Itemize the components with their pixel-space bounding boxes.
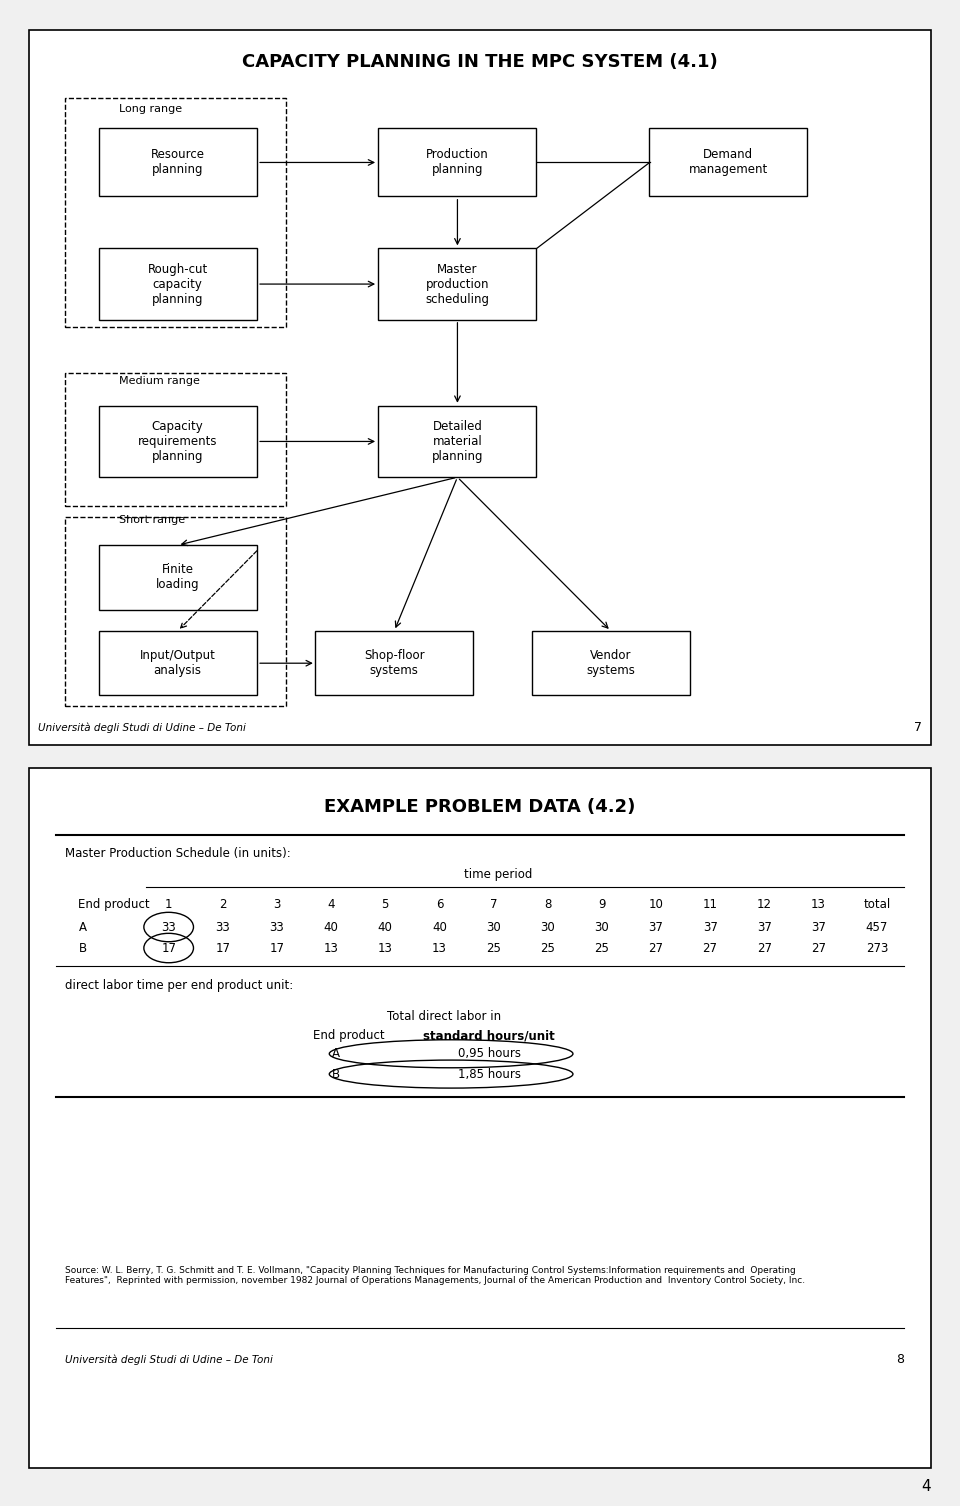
Text: 33: 33 <box>215 920 230 934</box>
Text: CAPACITY PLANNING IN THE MPC SYSTEM (4.1): CAPACITY PLANNING IN THE MPC SYSTEM (4.1… <box>242 53 718 71</box>
Text: 40: 40 <box>324 920 339 934</box>
Text: 33: 33 <box>270 920 284 934</box>
Text: 12: 12 <box>756 898 772 911</box>
FancyBboxPatch shape <box>378 405 537 477</box>
Text: Source: W. L. Berry, T. G. Schmitt and T. E. Vollmann, "Capacity Planning Techni: Source: W. L. Berry, T. G. Schmitt and T… <box>65 1267 805 1286</box>
FancyBboxPatch shape <box>378 248 537 319</box>
Text: 9: 9 <box>598 898 606 911</box>
FancyBboxPatch shape <box>29 30 931 745</box>
Text: 37: 37 <box>756 920 772 934</box>
Text: 25: 25 <box>540 941 555 955</box>
Text: 1,85 hours: 1,85 hours <box>458 1068 520 1081</box>
Text: Production
planning: Production planning <box>426 149 489 176</box>
Text: Detailed
material
planning: Detailed material planning <box>432 420 483 462</box>
Text: 273: 273 <box>866 941 888 955</box>
Text: 17: 17 <box>270 941 284 955</box>
Text: 2: 2 <box>219 898 227 911</box>
Text: Università degli Studi di Udine – De Toni: Università degli Studi di Udine – De Ton… <box>37 723 246 733</box>
Text: 27: 27 <box>648 941 663 955</box>
Text: direct labor time per end product unit:: direct labor time per end product unit: <box>65 979 293 991</box>
Text: 40: 40 <box>378 920 393 934</box>
Text: 6: 6 <box>436 898 444 911</box>
Text: 37: 37 <box>811 920 826 934</box>
Text: 37: 37 <box>703 920 717 934</box>
Text: Total direct labor in: Total direct labor in <box>387 1011 501 1023</box>
Text: Demand
management: Demand management <box>688 149 768 176</box>
Text: 17: 17 <box>161 941 177 955</box>
FancyBboxPatch shape <box>29 768 931 1468</box>
Text: A: A <box>79 920 86 934</box>
Text: 13: 13 <box>378 941 393 955</box>
Text: 4: 4 <box>327 898 335 911</box>
Text: 30: 30 <box>540 920 555 934</box>
Text: 5: 5 <box>381 898 389 911</box>
Text: Capacity
requirements
planning: Capacity requirements planning <box>138 420 218 462</box>
Text: 40: 40 <box>432 920 446 934</box>
Text: 27: 27 <box>756 941 772 955</box>
Text: 33: 33 <box>161 920 176 934</box>
Text: 30: 30 <box>486 920 501 934</box>
Text: 7: 7 <box>490 898 497 911</box>
Text: 25: 25 <box>486 941 501 955</box>
Text: Medium range: Medium range <box>119 375 200 386</box>
Text: 17: 17 <box>215 941 230 955</box>
Text: 3: 3 <box>274 898 280 911</box>
Text: Master
production
scheduling: Master production scheduling <box>425 262 490 306</box>
Text: End product: End product <box>313 1029 385 1042</box>
FancyBboxPatch shape <box>99 631 256 696</box>
Text: 10: 10 <box>649 898 663 911</box>
FancyBboxPatch shape <box>532 631 690 696</box>
Text: 4: 4 <box>922 1479 931 1494</box>
FancyBboxPatch shape <box>649 128 807 196</box>
Text: 13: 13 <box>432 941 446 955</box>
Text: 8: 8 <box>896 1354 904 1366</box>
Text: 30: 30 <box>594 920 610 934</box>
FancyBboxPatch shape <box>99 128 256 196</box>
Text: 0,95 hours: 0,95 hours <box>458 1047 520 1060</box>
Text: Vendor
systems: Vendor systems <box>587 649 636 678</box>
Text: 7: 7 <box>914 721 923 733</box>
FancyBboxPatch shape <box>99 405 256 477</box>
Text: standard hours/unit: standard hours/unit <box>423 1029 555 1042</box>
Text: total: total <box>863 898 891 911</box>
FancyBboxPatch shape <box>99 248 256 319</box>
Text: 27: 27 <box>703 941 718 955</box>
Text: Resource
planning: Resource planning <box>151 149 204 176</box>
Text: Finite
loading: Finite loading <box>156 563 200 592</box>
Text: Master Production Schedule (in units):: Master Production Schedule (in units): <box>65 846 291 860</box>
Text: 1: 1 <box>165 898 173 911</box>
Text: 25: 25 <box>594 941 610 955</box>
FancyBboxPatch shape <box>99 545 256 610</box>
Text: Short range: Short range <box>119 515 185 526</box>
Text: 13: 13 <box>324 941 339 955</box>
Text: Rough-cut
capacity
planning: Rough-cut capacity planning <box>148 262 207 306</box>
Text: EXAMPLE PROBLEM DATA (4.2): EXAMPLE PROBLEM DATA (4.2) <box>324 798 636 816</box>
FancyBboxPatch shape <box>378 128 537 196</box>
Text: 457: 457 <box>866 920 888 934</box>
Text: 13: 13 <box>811 898 826 911</box>
Text: A: A <box>331 1047 340 1060</box>
Text: B: B <box>331 1068 340 1081</box>
Text: Input/Output
analysis: Input/Output analysis <box>140 649 216 678</box>
Text: 11: 11 <box>703 898 718 911</box>
Text: End product: End product <box>79 898 150 911</box>
Text: Università degli Studi di Udine – De Toni: Università degli Studi di Udine – De Ton… <box>65 1354 273 1364</box>
Text: 27: 27 <box>811 941 826 955</box>
Text: 37: 37 <box>649 920 663 934</box>
Text: Long range: Long range <box>119 104 182 114</box>
FancyBboxPatch shape <box>315 631 473 696</box>
Text: time period: time period <box>464 867 532 881</box>
Text: Shop-floor
systems: Shop-floor systems <box>364 649 424 678</box>
Text: 8: 8 <box>544 898 551 911</box>
Text: B: B <box>79 941 86 955</box>
